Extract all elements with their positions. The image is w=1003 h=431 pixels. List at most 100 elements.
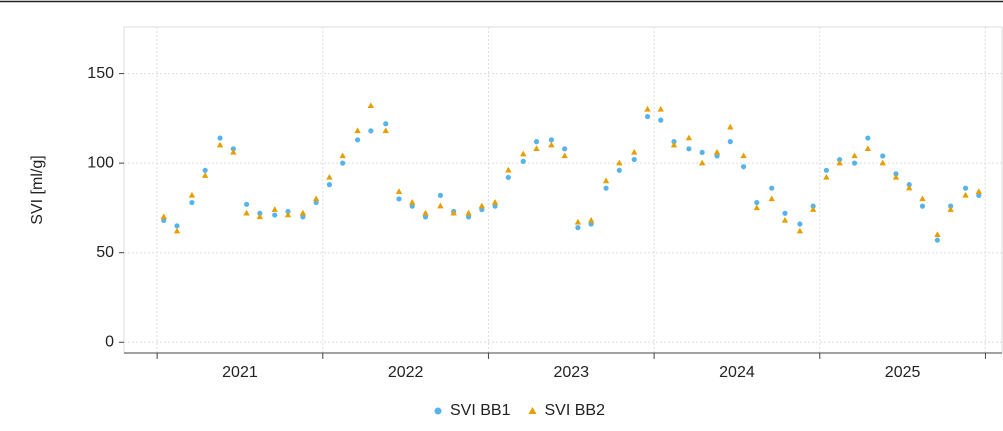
point: [658, 117, 664, 123]
point: [285, 208, 291, 215]
point: [437, 192, 444, 198]
point: [299, 209, 307, 216]
point: [837, 156, 843, 163]
point: [962, 191, 969, 198]
point: [465, 214, 472, 220]
point: [892, 173, 900, 180]
x-tick-label: 2022: [388, 364, 424, 381]
point: [768, 195, 775, 202]
point: [465, 209, 472, 216]
point: [492, 203, 498, 209]
point: [740, 164, 747, 170]
point: [880, 153, 886, 159]
y-tick-label: 100: [87, 154, 114, 171]
point: [671, 139, 677, 145]
point: [616, 167, 622, 173]
point: [326, 182, 333, 188]
point: [644, 105, 651, 112]
point: [395, 188, 403, 194]
point: [312, 195, 320, 202]
point: [851, 160, 858, 166]
point: [340, 160, 346, 166]
point: [865, 135, 871, 141]
point: [713, 148, 721, 155]
point: [879, 159, 886, 166]
point: [809, 206, 817, 212]
point: [533, 145, 540, 152]
point: [202, 167, 208, 173]
point: [230, 146, 236, 152]
point: [271, 206, 278, 212]
point: [161, 217, 167, 224]
point: [836, 159, 843, 166]
y-tick-label: 0: [105, 333, 114, 350]
point: [796, 227, 804, 234]
x-tick-label: 2023: [553, 364, 589, 381]
point: [217, 135, 223, 141]
point: [686, 146, 692, 152]
point: [864, 145, 872, 152]
point: [851, 152, 858, 159]
point: [478, 202, 486, 209]
point: [575, 225, 581, 231]
point: [422, 214, 429, 220]
point: [823, 167, 830, 173]
point: [520, 150, 527, 157]
point: [339, 152, 346, 159]
point: [587, 216, 595, 223]
legend-label: SVI BB1: [450, 402, 511, 419]
point: [383, 121, 389, 127]
legend-marker: [528, 407, 537, 414]
point: [588, 221, 594, 227]
point: [256, 213, 264, 220]
point: [934, 237, 940, 243]
point: [189, 199, 195, 206]
point: [906, 184, 913, 191]
point: [450, 209, 457, 216]
point: [631, 148, 638, 155]
point: [243, 201, 250, 207]
point: [354, 137, 361, 143]
legend-marker: [434, 407, 442, 415]
point: [823, 173, 830, 180]
y-tick-label: 50: [96, 244, 114, 261]
point: [644, 113, 651, 120]
y-tick-label: 150: [87, 65, 114, 82]
point: [367, 102, 375, 109]
point: [561, 152, 568, 159]
point: [520, 158, 526, 164]
point: [906, 182, 912, 188]
point: [382, 127, 389, 134]
plot-frame: [123, 26, 1003, 354]
point: [173, 227, 181, 234]
x-tick-label: 2025: [885, 364, 921, 381]
point: [243, 209, 250, 216]
point: [396, 196, 402, 202]
point: [685, 134, 693, 141]
point: [505, 174, 511, 181]
point: [698, 159, 706, 166]
point: [174, 223, 180, 229]
point: [272, 212, 278, 218]
x-tick-label: 2021: [222, 364, 258, 381]
point: [753, 204, 761, 211]
point: [368, 128, 374, 134]
point: [893, 171, 899, 177]
x-tick-label: 2024: [719, 364, 755, 381]
point: [934, 231, 941, 237]
y-axis-label: SVI [ml/g]: [29, 155, 46, 224]
point: [230, 148, 237, 155]
point: [160, 213, 167, 220]
legend-label: SVI BB2: [544, 402, 605, 419]
point: [631, 156, 637, 163]
point: [781, 216, 789, 223]
point: [505, 166, 512, 173]
point: [797, 221, 803, 227]
point: [409, 203, 415, 209]
point: [300, 214, 306, 220]
point: [562, 146, 568, 152]
point: [754, 199, 760, 206]
point: [437, 202, 444, 209]
point: [188, 191, 196, 198]
